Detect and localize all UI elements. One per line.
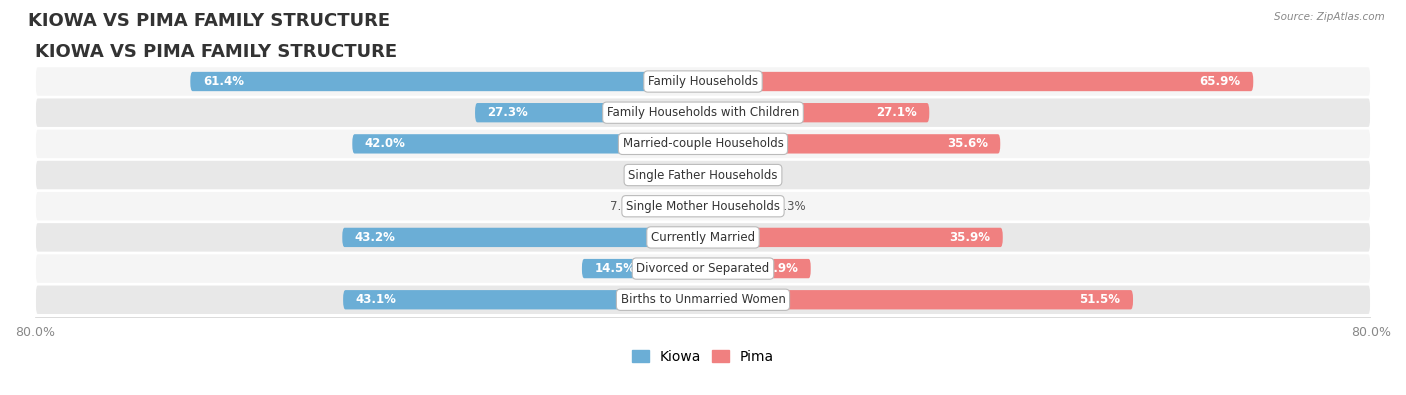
Text: 65.9%: 65.9% (1199, 75, 1240, 88)
FancyBboxPatch shape (703, 72, 1253, 91)
Text: 27.1%: 27.1% (876, 106, 917, 119)
FancyBboxPatch shape (703, 259, 811, 278)
FancyBboxPatch shape (703, 103, 929, 122)
FancyBboxPatch shape (353, 134, 703, 154)
FancyBboxPatch shape (35, 66, 1371, 97)
Text: 2.8%: 2.8% (645, 169, 675, 182)
FancyBboxPatch shape (190, 72, 703, 91)
Text: 61.4%: 61.4% (202, 75, 243, 88)
Text: 4.2%: 4.2% (742, 169, 772, 182)
Text: Family Households with Children: Family Households with Children (607, 106, 799, 119)
FancyBboxPatch shape (582, 259, 703, 278)
Text: 14.5%: 14.5% (595, 262, 636, 275)
Text: Single Mother Households: Single Mother Households (626, 200, 780, 213)
Text: Source: ZipAtlas.com: Source: ZipAtlas.com (1274, 12, 1385, 22)
FancyBboxPatch shape (475, 103, 703, 122)
Text: 43.2%: 43.2% (354, 231, 395, 244)
Text: Births to Unmarried Women: Births to Unmarried Women (620, 293, 786, 306)
FancyBboxPatch shape (679, 166, 703, 185)
Text: 7.1%: 7.1% (610, 200, 640, 213)
Text: Single Father Households: Single Father Households (628, 169, 778, 182)
FancyBboxPatch shape (35, 98, 1371, 128)
Text: 35.6%: 35.6% (946, 137, 988, 150)
FancyBboxPatch shape (703, 197, 772, 216)
FancyBboxPatch shape (35, 284, 1371, 315)
Text: Currently Married: Currently Married (651, 231, 755, 244)
Text: KIOWA VS PIMA FAMILY STRUCTURE: KIOWA VS PIMA FAMILY STRUCTURE (35, 43, 396, 61)
Text: 43.1%: 43.1% (356, 293, 396, 306)
Text: Divorced or Separated: Divorced or Separated (637, 262, 769, 275)
Legend: Kiowa, Pima: Kiowa, Pima (626, 344, 780, 369)
FancyBboxPatch shape (342, 228, 703, 247)
FancyBboxPatch shape (35, 160, 1371, 190)
FancyBboxPatch shape (644, 197, 703, 216)
FancyBboxPatch shape (35, 222, 1371, 253)
Text: 51.5%: 51.5% (1080, 293, 1121, 306)
FancyBboxPatch shape (35, 191, 1371, 222)
FancyBboxPatch shape (703, 290, 1133, 309)
FancyBboxPatch shape (35, 129, 1371, 159)
Text: 27.3%: 27.3% (488, 106, 529, 119)
Text: Family Households: Family Households (648, 75, 758, 88)
FancyBboxPatch shape (343, 290, 703, 309)
FancyBboxPatch shape (703, 166, 738, 185)
Text: Married-couple Households: Married-couple Households (623, 137, 783, 150)
FancyBboxPatch shape (703, 228, 1002, 247)
Text: 42.0%: 42.0% (364, 137, 406, 150)
Text: 12.9%: 12.9% (758, 262, 799, 275)
FancyBboxPatch shape (35, 253, 1371, 284)
FancyBboxPatch shape (703, 134, 1000, 154)
Text: 35.9%: 35.9% (949, 231, 990, 244)
Text: KIOWA VS PIMA FAMILY STRUCTURE: KIOWA VS PIMA FAMILY STRUCTURE (28, 12, 391, 30)
Text: 8.3%: 8.3% (776, 200, 806, 213)
